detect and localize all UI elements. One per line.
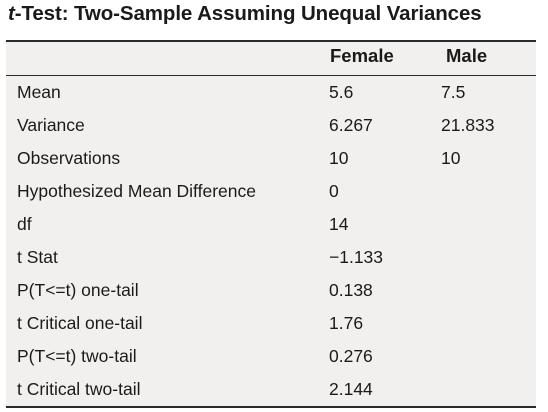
table-row: df 14 [0, 214, 548, 247]
row-label: P(T<=t) one-tail [17, 280, 139, 300]
row-label: t Critical two-tail [17, 379, 141, 399]
female-value: 5.6 [329, 82, 354, 102]
column-header-female: Female [330, 45, 394, 66]
female-value: 14 [329, 214, 349, 234]
female-value: 2.144 [329, 379, 373, 399]
column-header-male: Male [446, 45, 488, 66]
table-row: Mean 5.6 7.5 [0, 82, 548, 115]
female-value: 1.76 [329, 313, 364, 333]
table-row: Observations 10 10 [0, 148, 548, 181]
table-row: P(T<=t) one-tail 0.138 [0, 280, 548, 313]
table-title: t-Test: Two-Sample Assuming Unequal Vari… [8, 2, 482, 26]
row-label: t Stat [17, 247, 58, 267]
table-row: t Critical two-tail 2.144 [0, 379, 548, 412]
table-row: t Stat −1.133 [0, 247, 548, 280]
row-label: df [17, 214, 32, 234]
row-label: P(T<=t) two-tail [17, 346, 137, 366]
table-row: t Critical one-tail 1.76 [0, 313, 548, 346]
male-value: 10 [441, 148, 461, 168]
row-label: Variance [17, 115, 85, 135]
row-label: Observations [17, 148, 121, 168]
table-row: Variance 6.267 21.833 [0, 115, 548, 148]
row-label: t Critical one-tail [17, 313, 143, 333]
table-row: P(T<=t) two-tail 0.276 [0, 346, 548, 379]
table-top-rule [6, 40, 536, 42]
male-value: 21.833 [441, 115, 495, 135]
row-label: Mean [17, 82, 61, 102]
table-row: Hypothesized Mean Difference 0 [0, 181, 548, 214]
female-value: 0 [329, 181, 339, 201]
row-label: Hypothesized Mean Difference [17, 181, 256, 201]
table-bottom-rule [6, 406, 536, 408]
title-text: -Test: Two-Sample Assuming Unequal Varia… [14, 2, 482, 25]
female-value: 0.138 [329, 280, 373, 300]
table-panel [6, 40, 536, 407]
female-value: 0.276 [329, 346, 373, 366]
female-value: 6.267 [329, 115, 373, 135]
table-header-rule [6, 75, 536, 76]
title-italic-t: t [8, 2, 15, 25]
male-value: 7.5 [441, 82, 466, 102]
female-value: 10 [329, 148, 349, 168]
female-value: −1.133 [329, 247, 384, 267]
